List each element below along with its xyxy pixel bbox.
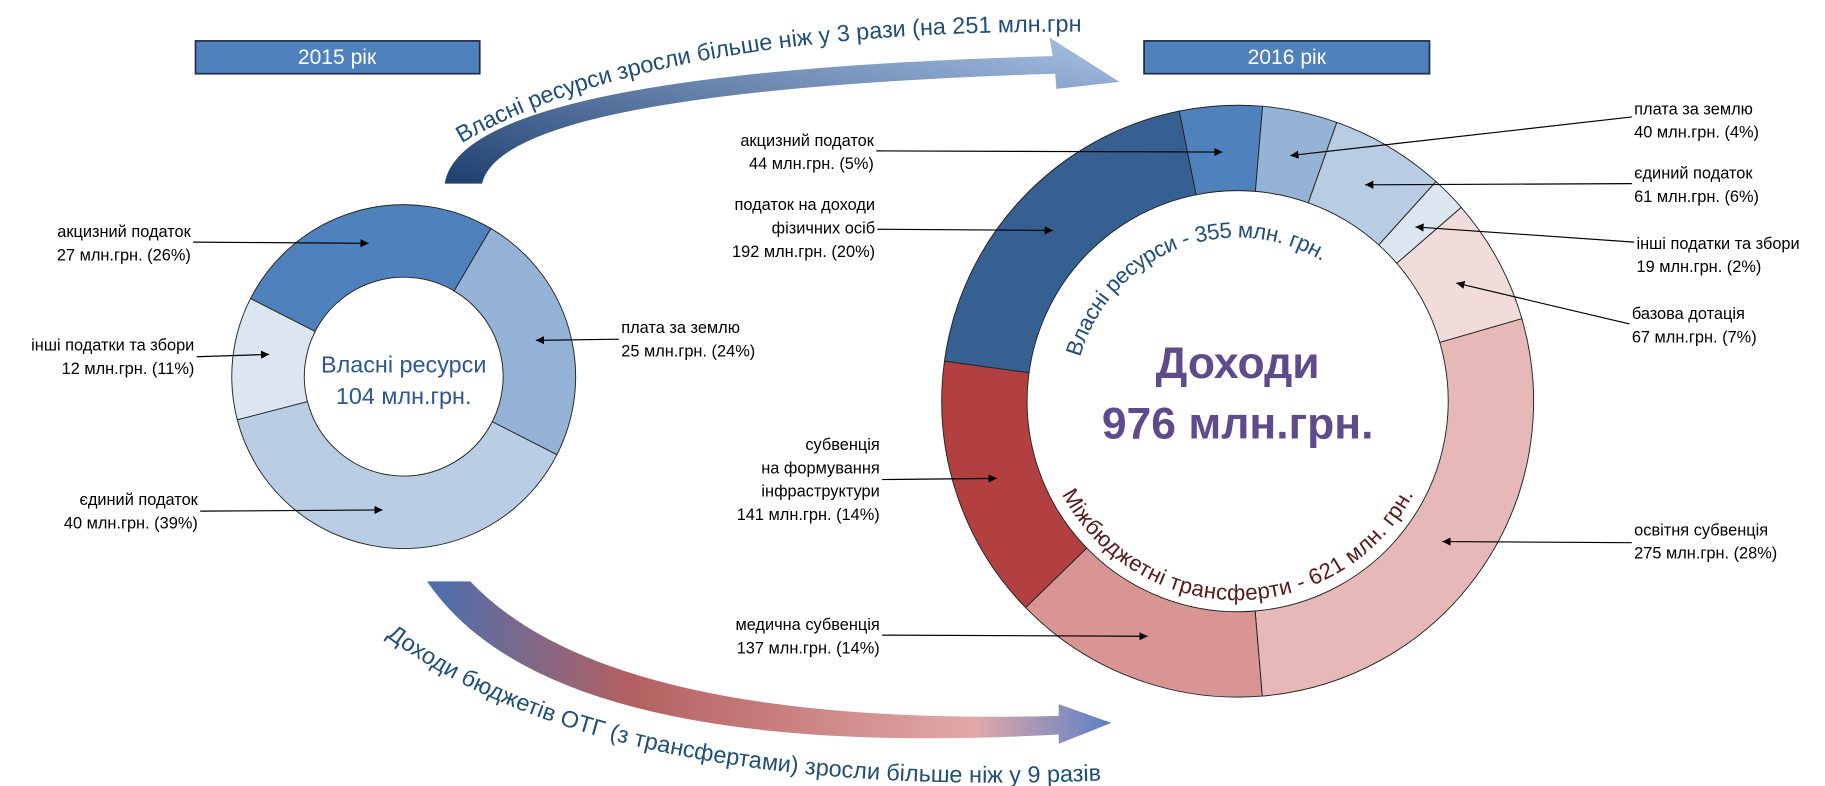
value-label: 19 млн.грн. (2%) <box>1637 258 1762 276</box>
slice <box>231 297 316 421</box>
leader-arrow <box>877 226 1053 235</box>
leader-arrow <box>196 350 270 359</box>
center-label: Доходи <box>1156 339 1320 388</box>
slice <box>236 401 558 550</box>
value-label: 44 млн.грн. (5%) <box>749 155 874 173</box>
leader-arrow <box>1456 280 1630 325</box>
slice <box>249 204 492 333</box>
value-label: 141 млн.грн. (14%) <box>737 506 880 524</box>
slice-label: субвенція <box>805 436 879 454</box>
slice-label: освітня субвенція <box>1634 521 1768 539</box>
slice-label: фізичних осіб <box>772 220 875 238</box>
slice-label: медична субвенція <box>735 616 879 634</box>
growth-arrow <box>427 581 1112 744</box>
slice-label: на формування <box>761 459 879 477</box>
growth-arrow <box>444 37 1120 184</box>
slice-label: акцизний податок <box>57 223 191 241</box>
value-label: 67 млн.грн. (7%) <box>1632 328 1757 346</box>
slice <box>1254 318 1535 697</box>
leader-arrow <box>535 336 619 345</box>
leader-arrow <box>1290 116 1632 159</box>
value-label: 12 млн.грн. (11%) <box>62 360 195 378</box>
value-label: 61 млн.грн. (6%) <box>1634 188 1759 206</box>
leader-arrow <box>882 474 997 483</box>
value-label: 27 млн.грн. (26%) <box>57 246 191 264</box>
title-box <box>1143 40 1431 75</box>
slice <box>943 110 1197 374</box>
center-label: 104 млн.грн. <box>336 383 472 409</box>
leader-arrow <box>193 239 369 248</box>
slice-label: податок на доходи <box>735 196 876 214</box>
leader-arrow <box>1415 223 1635 243</box>
slice-label: єдиний податок <box>80 491 199 509</box>
leader-arrow <box>200 505 383 515</box>
chart-title: 2015 рік <box>298 46 377 69</box>
slice-label: інфраструктури <box>761 483 879 501</box>
slice-label: акцизний податок <box>740 132 874 150</box>
value-label: 192 млн.грн. (20%) <box>732 243 875 261</box>
slice-label: інші податки та збори <box>31 337 194 355</box>
center-label: Власні ресурси <box>321 351 486 377</box>
leader-arrow <box>1365 180 1632 189</box>
slice <box>453 227 577 456</box>
title-box <box>194 40 481 75</box>
leader-arrow <box>1442 537 1632 546</box>
slice-label: плата за землю <box>621 319 740 337</box>
value-label: 25 млн.грн. (24%) <box>621 342 755 360</box>
value-label: 40 млн.грн. (4%) <box>1634 124 1759 142</box>
value-label: 137 млн.грн. (14%) <box>737 639 880 657</box>
slice-label: плата за землю <box>1634 100 1753 118</box>
slice-label: єдиний податок <box>1634 165 1753 183</box>
slice-label: інші податки та збори <box>1637 235 1800 253</box>
slice-label: базова дотація <box>1632 305 1745 323</box>
leader-arrow <box>876 147 1223 157</box>
chart-title: 2016 рік <box>1248 46 1327 69</box>
center-label: 976 млн.грн. <box>1102 400 1374 449</box>
value-label: 40 млн.грн. (39%) <box>64 514 198 532</box>
value-label: 275 млн.грн. (28%) <box>1634 545 1777 563</box>
leader-arrow <box>882 632 1148 641</box>
